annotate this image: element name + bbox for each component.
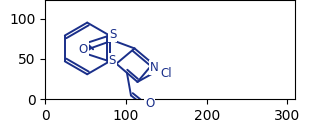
Text: N: N <box>150 61 159 74</box>
Text: Cl: Cl <box>161 67 172 80</box>
Text: S: S <box>109 28 117 41</box>
Text: O: O <box>79 43 88 56</box>
Text: S: S <box>108 54 116 67</box>
Text: O: O <box>145 97 154 110</box>
Text: N: N <box>79 41 88 54</box>
